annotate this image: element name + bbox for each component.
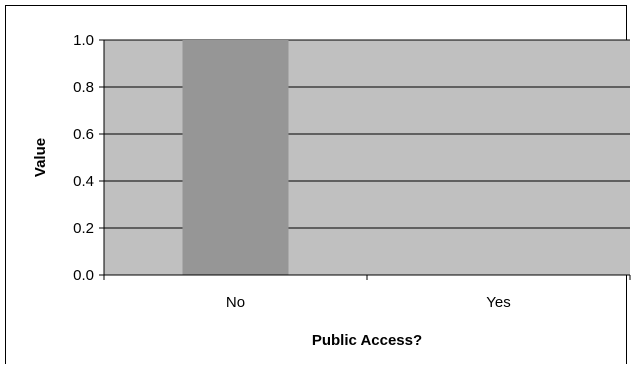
bar-no bbox=[182, 40, 289, 275]
x-tick-label: No bbox=[226, 294, 245, 311]
y-axis-title: Value bbox=[32, 138, 49, 177]
axes bbox=[99, 39, 631, 280]
y-tick-label: 0.0 bbox=[73, 267, 94, 284]
y-tick-label: 0.8 bbox=[73, 79, 94, 96]
y-tick-label: 0.2 bbox=[73, 220, 94, 237]
y-tick-label: 0.6 bbox=[73, 126, 94, 143]
x-tick-labels: No Yes bbox=[226, 294, 511, 311]
y-tick-labels: 0.0 0.2 0.4 0.6 0.8 1.0 bbox=[73, 32, 94, 284]
bars bbox=[182, 40, 289, 275]
x-axis-title: Public Access? bbox=[312, 332, 422, 349]
x-tick-label: Yes bbox=[486, 294, 510, 311]
y-tick-label: 0.4 bbox=[73, 173, 94, 190]
y-tick-label: 1.0 bbox=[73, 32, 94, 49]
